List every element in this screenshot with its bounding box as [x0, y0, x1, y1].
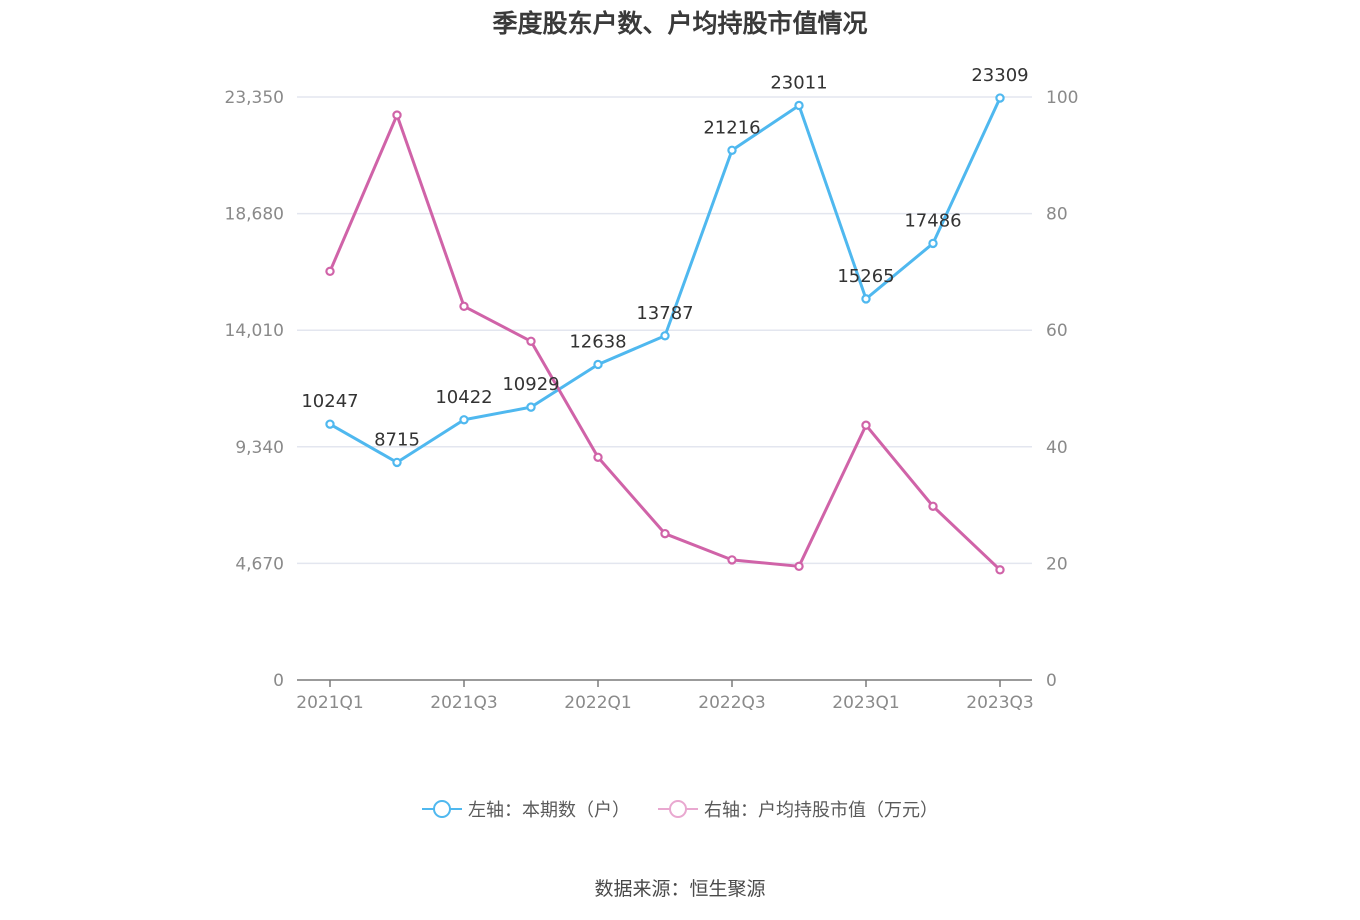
chart-title: 季度股东户数、户均持股市值情况 — [492, 9, 868, 38]
data-point — [995, 93, 1005, 103]
data-label: 12638 — [569, 331, 626, 352]
legend-marker-icon — [658, 799, 698, 819]
data-point — [727, 145, 737, 155]
x-tick-label: 2022Q3 — [698, 693, 765, 713]
data-point — [928, 238, 938, 249]
data-point — [392, 110, 402, 120]
data-point — [325, 266, 335, 277]
data-point — [794, 561, 804, 572]
series-lines — [325, 93, 1005, 575]
data-point — [526, 402, 536, 412]
y-left-tick-label: 23,350 — [225, 88, 284, 108]
series-line-2 — [328, 113, 1002, 571]
data-labels: 10247 8715 10422 10929 12638 13787 21216 23011 1… — [301, 65, 1028, 450]
data-label: 10422 — [435, 387, 492, 408]
y-left-tick-label: 9,340 — [235, 438, 284, 458]
data-point — [660, 331, 670, 341]
y-right-tick-label: 60 — [1046, 321, 1068, 341]
data-point — [325, 419, 335, 429]
data-label: 10929 — [502, 374, 559, 395]
y-right-tick-label: 20 — [1046, 554, 1068, 574]
y-left-tick-label: 14,010 — [225, 321, 284, 341]
legend: 左轴：本期数（户） 右轴：户均持股市值（万元） — [0, 796, 1360, 822]
data-label: 23309 — [971, 65, 1028, 86]
x-tick-label: 2021Q1 — [296, 693, 363, 713]
x-tick-label: 2022Q1 — [564, 693, 631, 713]
data-label: 13787 — [636, 303, 693, 324]
data-point — [995, 565, 1005, 575]
legend-marker-icon — [422, 799, 462, 819]
data-label: 15265 — [837, 266, 894, 287]
y-left-tick-label: 18,680 — [225, 205, 284, 225]
source-note: 数据来源：恒生聚源 — [594, 878, 766, 900]
x-tick-label: 2023Q3 — [966, 693, 1033, 713]
data-point — [459, 415, 469, 425]
legend-item-avg-value[interactable]: 右轴：户均持股市值（万元） — [658, 796, 938, 822]
legend-label: 右轴：户均持股市值（万元） — [704, 800, 938, 821]
data-point — [392, 457, 402, 468]
y-right-tick-label: 0 — [1046, 671, 1057, 691]
axes: 0 0 4,670 20 9,340 40 14,010 60 18,680 80 23,350 10… — [225, 88, 1079, 713]
x-tick-label: 2023Q1 — [832, 693, 899, 713]
data-point — [861, 294, 871, 304]
legend-item-households[interactable]: 左轴：本期数（户） — [422, 796, 630, 822]
data-label: 21216 — [703, 117, 760, 138]
data-label: 8715 — [374, 429, 420, 450]
y-left-tick-label: 0 — [273, 671, 284, 691]
data-point — [794, 100, 804, 111]
y-left-tick-label: 4,670 — [235, 554, 284, 574]
data-point — [928, 501, 938, 511]
data-label: 23011 — [770, 72, 827, 93]
y-right-tick-label: 40 — [1046, 438, 1068, 458]
data-point — [593, 359, 603, 370]
legend-label: 左轴：本期数（户） — [468, 800, 630, 821]
data-point — [459, 301, 469, 311]
series-line-1 — [329, 97, 1002, 464]
data-point — [727, 555, 737, 565]
data-point — [660, 528, 670, 539]
data-label: 10247 — [301, 391, 358, 412]
data-point — [526, 336, 536, 346]
y-right-tick-label: 100 — [1046, 88, 1078, 108]
data-point — [593, 452, 603, 462]
data-point — [861, 420, 871, 430]
data-label: 17486 — [904, 210, 961, 231]
x-tick-label: 2021Q3 — [430, 693, 497, 713]
y-right-tick-label: 80 — [1046, 205, 1068, 225]
